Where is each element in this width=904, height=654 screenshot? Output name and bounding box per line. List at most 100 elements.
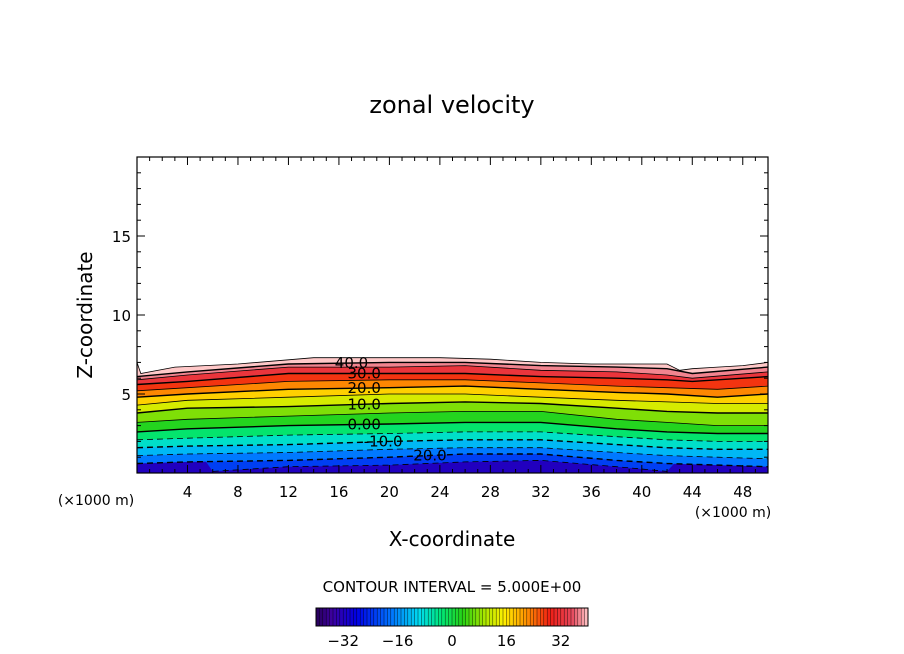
contour-line	[137, 410, 768, 427]
colorbar-segment	[537, 608, 541, 626]
colorbar-segment	[326, 608, 330, 626]
x-tick-label: 40	[632, 483, 651, 501]
contour-label: 30.0	[347, 365, 380, 383]
colorbar-segment	[479, 608, 483, 626]
x-tick-label: 32	[531, 483, 550, 501]
colorbar-segment	[343, 608, 347, 626]
colorbar-segment	[469, 608, 473, 626]
colorbar-segment	[516, 608, 521, 626]
colorbar-segment	[567, 608, 572, 626]
y-tick-label: 10	[112, 307, 131, 325]
contour-line	[137, 453, 768, 468]
x-ticks: 4 8 12 16 20 24 28 32 36 40 44 48	[149, 157, 756, 501]
colorbar-segment	[431, 608, 436, 626]
colorbar-segment	[533, 608, 538, 626]
colorbar-segment	[418, 608, 422, 626]
contour-interval-text: CONTOUR INTERVAL = 5.000E+00	[323, 578, 582, 596]
colorbar-tick-label: 0	[447, 632, 457, 650]
colorbar-segment	[530, 608, 534, 626]
y-ticks: 5 10 15	[112, 172, 768, 458]
colorbar-segment	[333, 608, 337, 626]
colorbar-segment	[424, 608, 429, 626]
colorbar-segment	[452, 608, 456, 626]
colorbar-segment	[319, 608, 324, 626]
colorbar-segment	[414, 608, 419, 626]
colorbar-segment	[329, 608, 334, 626]
colorbar-segment	[584, 608, 589, 626]
colorbar-segment	[489, 608, 494, 626]
colorbar-segment	[526, 608, 531, 626]
data-top-boundary	[137, 357, 768, 374]
x-tick-label: 12	[279, 483, 298, 501]
colorbar-segment	[339, 608, 344, 626]
colorbar-segment	[523, 608, 528, 626]
contour-line	[137, 439, 768, 450]
colorbar-segment	[574, 608, 579, 626]
contour-fills	[137, 157, 768, 473]
colorbar-segment	[503, 608, 507, 626]
colorbar	[315, 607, 589, 627]
y-tick-label: 15	[112, 228, 131, 246]
contour-line	[137, 379, 768, 392]
x-unit-right: (×1000 m)	[695, 505, 771, 521]
contour-label: 20.0	[347, 379, 380, 397]
colorbar-segment	[554, 608, 558, 626]
colorbar-segment	[462, 608, 466, 626]
contour-line	[137, 393, 768, 406]
colorbar-segment	[486, 608, 490, 626]
x-axis-label: X-coordinate	[389, 527, 516, 551]
colorbar-segment	[441, 608, 446, 626]
x-tick-label: 8	[233, 483, 243, 501]
colorbar-segment	[377, 608, 381, 626]
colorbar-segment	[350, 608, 354, 626]
colorbar-segment	[411, 608, 415, 626]
colorbar-segment	[401, 608, 405, 626]
colorbar-ticks: −32 −16 0 16 32	[327, 632, 570, 650]
colorbar-segment	[346, 608, 351, 626]
contour-labels: 40.030.020.010.0 0.00-10.0 -20.0	[335, 354, 447, 465]
x-tick-label: 4	[183, 483, 193, 501]
colorbar-segment	[482, 608, 487, 626]
colorbar-segment	[438, 608, 443, 626]
colorbar-segment	[506, 608, 511, 626]
colorbar-segment	[520, 608, 524, 626]
colorbar-segment	[428, 608, 432, 626]
colorbar-segment	[496, 608, 500, 626]
colorbar-segment	[394, 608, 398, 626]
colorbar-segment	[322, 608, 327, 626]
colorbar-segment	[492, 608, 497, 626]
colorbar-segment	[564, 608, 568, 626]
x-unit-left: (×1000 m)	[58, 493, 134, 509]
contour-line	[137, 361, 768, 378]
contour-label: -20.0	[408, 447, 447, 465]
colorbar-segment	[581, 608, 585, 626]
contour-label: 10.0	[347, 395, 380, 413]
colorbar-segment	[367, 608, 371, 626]
contour-label: 0.00	[347, 415, 380, 433]
colorbar-segment	[448, 608, 453, 626]
plot-area: 40.030.020.010.00.00-10.0-20.0 4 8 12 16 20 2…	[112, 156, 769, 501]
no-data-region	[137, 157, 768, 374]
colorbar-tick-label: −32	[327, 632, 359, 650]
colorbar-tick-label: 16	[497, 632, 516, 650]
colorbar-tick-label: −16	[382, 632, 414, 650]
colorbar-segment	[509, 608, 514, 626]
colorbar-segment	[577, 608, 582, 626]
colorbar-segment	[407, 608, 412, 626]
colorbar-segment	[475, 608, 480, 626]
colorbar-segment	[356, 608, 361, 626]
x-tick-label: 36	[582, 483, 601, 501]
contour-line	[137, 431, 768, 442]
colorbar-segment	[543, 608, 548, 626]
y-tick-label: 5	[121, 386, 131, 404]
colorbar-segment	[571, 608, 575, 626]
colorbar-segment	[363, 608, 368, 626]
colorbar-segment	[316, 608, 320, 626]
colorbar-segment	[336, 608, 341, 626]
x-tick-label: 24	[430, 483, 449, 501]
chart-title: zonal velocity	[369, 91, 534, 119]
colorbar-segment	[380, 608, 385, 626]
colorbar-segment	[387, 608, 392, 626]
colorbar-segment	[540, 608, 545, 626]
colorbar-segment	[397, 608, 402, 626]
